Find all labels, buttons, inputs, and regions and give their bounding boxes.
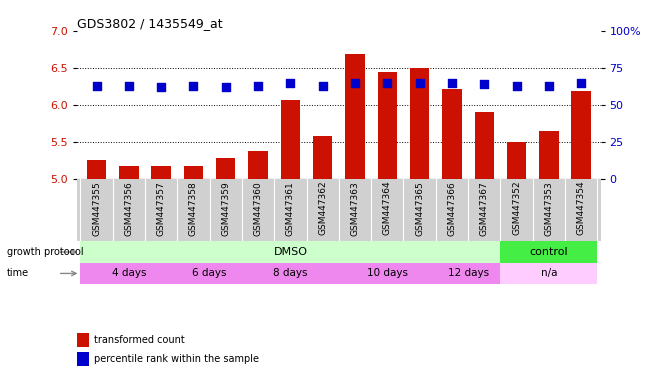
Bar (572, 91, 591, 179)
Point (511, 83, 522, 89)
Text: GSM447367: GSM447367 (480, 181, 488, 235)
Bar (184, 166, 203, 179)
Point (220, 84, 231, 90)
Bar (81, 241, 501, 263)
Bar (474, 112, 494, 179)
Point (350, 79, 360, 86)
Point (317, 83, 328, 89)
Text: percentile rank within the sample: percentile rank within the sample (94, 354, 259, 364)
Text: GSM447363: GSM447363 (350, 181, 360, 235)
Bar (313, 136, 332, 179)
Point (285, 79, 296, 86)
Bar (152, 166, 171, 179)
Text: DMSO: DMSO (273, 247, 307, 257)
Bar (435, 263, 501, 284)
Point (91, 83, 102, 89)
Bar (280, 100, 300, 179)
Text: transformed count: transformed count (94, 335, 185, 345)
Point (479, 81, 490, 87)
Text: 12 days: 12 days (448, 268, 488, 278)
Text: GSM447365: GSM447365 (415, 181, 424, 235)
Text: 6 days: 6 days (193, 268, 227, 278)
Text: 4 days: 4 days (111, 268, 146, 278)
Text: 10 days: 10 days (367, 268, 408, 278)
Text: GSM447360: GSM447360 (254, 181, 262, 235)
Bar (339, 263, 435, 284)
Text: GDS3802 / 1435549_at: GDS3802 / 1435549_at (77, 17, 223, 30)
Text: n/a: n/a (541, 268, 557, 278)
Bar (216, 158, 236, 179)
Bar (248, 151, 268, 179)
Text: GSM447354: GSM447354 (576, 181, 586, 235)
Text: 8 days: 8 days (273, 268, 307, 278)
Bar (501, 241, 597, 263)
Text: GSM447352: GSM447352 (512, 181, 521, 235)
Bar (507, 142, 526, 179)
Text: GSM447358: GSM447358 (189, 181, 198, 235)
Text: GSM447364: GSM447364 (383, 181, 392, 235)
Text: time: time (7, 268, 29, 278)
Point (447, 79, 458, 86)
Bar (410, 68, 429, 179)
Bar (442, 88, 462, 179)
Text: GSM447361: GSM447361 (286, 181, 295, 235)
Point (123, 83, 134, 89)
Text: control: control (529, 247, 568, 257)
Bar (177, 263, 242, 284)
Point (414, 79, 425, 86)
Bar (378, 72, 397, 179)
Point (253, 83, 264, 89)
Point (156, 84, 166, 90)
Text: GSM447356: GSM447356 (124, 181, 134, 235)
Bar (87, 161, 106, 179)
Text: GSM447366: GSM447366 (448, 181, 456, 235)
Text: GSM447353: GSM447353 (544, 181, 554, 235)
Bar (539, 131, 558, 179)
Bar (81, 263, 177, 284)
Text: GSM447362: GSM447362 (318, 181, 327, 235)
Point (382, 79, 393, 86)
Bar (242, 263, 339, 284)
Text: GSM447355: GSM447355 (92, 181, 101, 235)
Bar (119, 166, 138, 179)
Bar (501, 263, 597, 284)
Point (188, 83, 199, 89)
Bar (346, 55, 365, 179)
Point (576, 79, 586, 86)
Text: growth protocol: growth protocol (7, 247, 83, 257)
Text: GSM447357: GSM447357 (156, 181, 166, 235)
Text: GSM447359: GSM447359 (221, 181, 230, 235)
Point (544, 83, 554, 89)
